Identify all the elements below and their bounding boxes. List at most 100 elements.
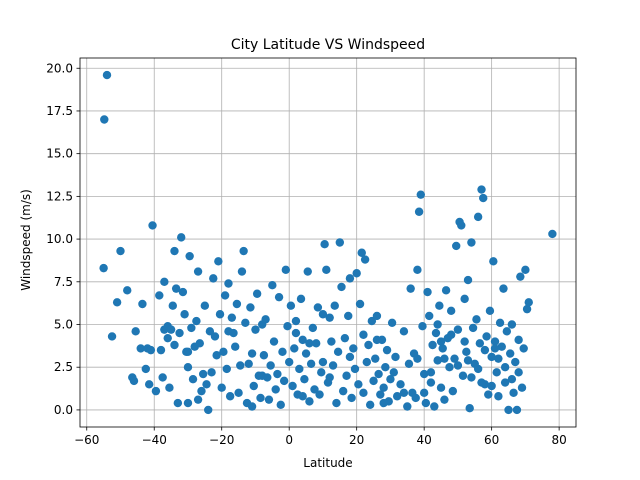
- data-point: [225, 392, 235, 401]
- data-point: [399, 327, 409, 336]
- data-point: [155, 291, 164, 300]
- data-point: [519, 344, 528, 353]
- data-point: [252, 289, 262, 298]
- data-point: [436, 383, 446, 392]
- data-point: [204, 405, 213, 415]
- x-tick: 20: [349, 427, 364, 447]
- data-point: [274, 292, 284, 302]
- y-tick-label: 12.5: [46, 189, 73, 203]
- data-point: [193, 395, 203, 404]
- data-point: [251, 325, 260, 334]
- data-point: [209, 274, 218, 283]
- y-tick-label: 20.0: [46, 61, 73, 75]
- data-point: [217, 383, 226, 392]
- data-point: [290, 344, 299, 353]
- data-point: [306, 359, 316, 368]
- data-point: [123, 286, 132, 295]
- data-point: [453, 325, 463, 334]
- data-point: [524, 298, 533, 307]
- data-point: [490, 337, 500, 346]
- data-point: [411, 393, 420, 403]
- data-point: [247, 402, 257, 411]
- data-point: [178, 287, 188, 297]
- data-point: [276, 400, 285, 409]
- data-point: [450, 354, 459, 363]
- data-point: [463, 275, 473, 285]
- data-point: [392, 392, 402, 401]
- data-point: [374, 369, 383, 379]
- y-tick-label: 17.5: [46, 104, 73, 118]
- x-tick: 80: [551, 427, 567, 447]
- data-point: [239, 246, 248, 256]
- data-point: [249, 381, 258, 391]
- data-point: [160, 277, 169, 286]
- data-point: [320, 240, 329, 249]
- data-point: [197, 386, 206, 396]
- x-tick-label: 40: [417, 433, 432, 447]
- data-point: [325, 373, 334, 382]
- data-point: [517, 383, 527, 392]
- data-point: [423, 287, 432, 297]
- data-point: [386, 374, 395, 384]
- data-point: [144, 380, 154, 389]
- data-point: [198, 369, 208, 379]
- data-point: [232, 299, 242, 309]
- data-point: [99, 263, 108, 273]
- data-point: [399, 388, 409, 398]
- data-point: [173, 398, 183, 408]
- data-point: [453, 361, 463, 370]
- data-point: [300, 374, 309, 384]
- data-point: [387, 318, 397, 327]
- data-point: [350, 364, 360, 374]
- y-tick: 5.0: [54, 318, 80, 332]
- data-point: [259, 351, 269, 360]
- data-point: [440, 354, 449, 363]
- data-point: [497, 342, 506, 351]
- data-point: [298, 392, 307, 401]
- data-point: [170, 340, 179, 350]
- data-point: [333, 347, 343, 357]
- data-point: [494, 392, 503, 401]
- data-point: [511, 357, 520, 367]
- data-point: [426, 368, 436, 377]
- data-point: [151, 386, 161, 396]
- data-point: [487, 381, 496, 391]
- data-point: [362, 357, 371, 367]
- data-point: [313, 303, 323, 312]
- data-point: [195, 339, 204, 348]
- data-point: [344, 311, 353, 321]
- x-tick-label: −20: [209, 433, 234, 447]
- data-point: [345, 352, 355, 362]
- data-point: [406, 284, 415, 293]
- data-point: [404, 359, 414, 368]
- data-point: [188, 374, 198, 384]
- data-point: [416, 190, 425, 199]
- data-point: [379, 398, 388, 408]
- data-point: [168, 301, 177, 310]
- data-point: [303, 267, 312, 276]
- data-point: [241, 318, 250, 327]
- data-point: [492, 368, 501, 377]
- data-point: [158, 373, 167, 382]
- data-point: [372, 335, 382, 345]
- data-point: [224, 279, 233, 288]
- data-point: [428, 340, 437, 350]
- x-tick: −60: [74, 427, 99, 447]
- data-point: [507, 374, 517, 384]
- data-point: [475, 339, 485, 348]
- data-point: [419, 369, 429, 379]
- data-point: [371, 354, 380, 363]
- data-point: [271, 385, 280, 394]
- data-point: [436, 337, 446, 346]
- data-point: [322, 265, 331, 275]
- data-point: [465, 404, 474, 413]
- data-point: [448, 386, 458, 396]
- data-point: [509, 388, 518, 398]
- data-point: [219, 347, 228, 357]
- data-point: [507, 320, 517, 329]
- y-tick: 15.0: [46, 147, 80, 161]
- data-point: [261, 315, 270, 324]
- x-tick: 40: [417, 427, 432, 447]
- y-tick: 0.0: [54, 403, 80, 417]
